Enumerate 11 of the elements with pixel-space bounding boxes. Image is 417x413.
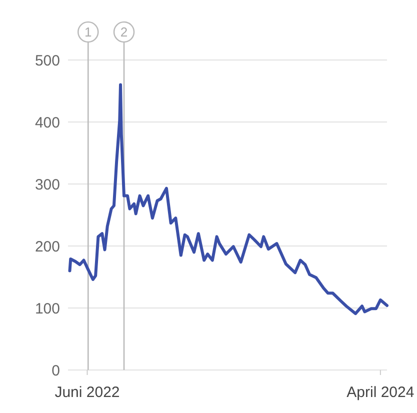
y-tick-label: 300: [34, 176, 60, 194]
x-tick-label: Juni 2022: [54, 384, 120, 401]
y-tick-label: 200: [34, 238, 60, 256]
y-tick-label: 400: [34, 114, 60, 132]
ref-line-label: 2: [120, 24, 128, 40]
x-tick-label: April 2024: [346, 384, 414, 401]
y-tick-label: 0: [52, 362, 60, 380]
line-series: [68, 83, 388, 316]
ref-line-label: 1: [84, 24, 92, 40]
y-tick-label: 100: [34, 300, 60, 318]
y-tick-label: 500: [34, 52, 60, 70]
